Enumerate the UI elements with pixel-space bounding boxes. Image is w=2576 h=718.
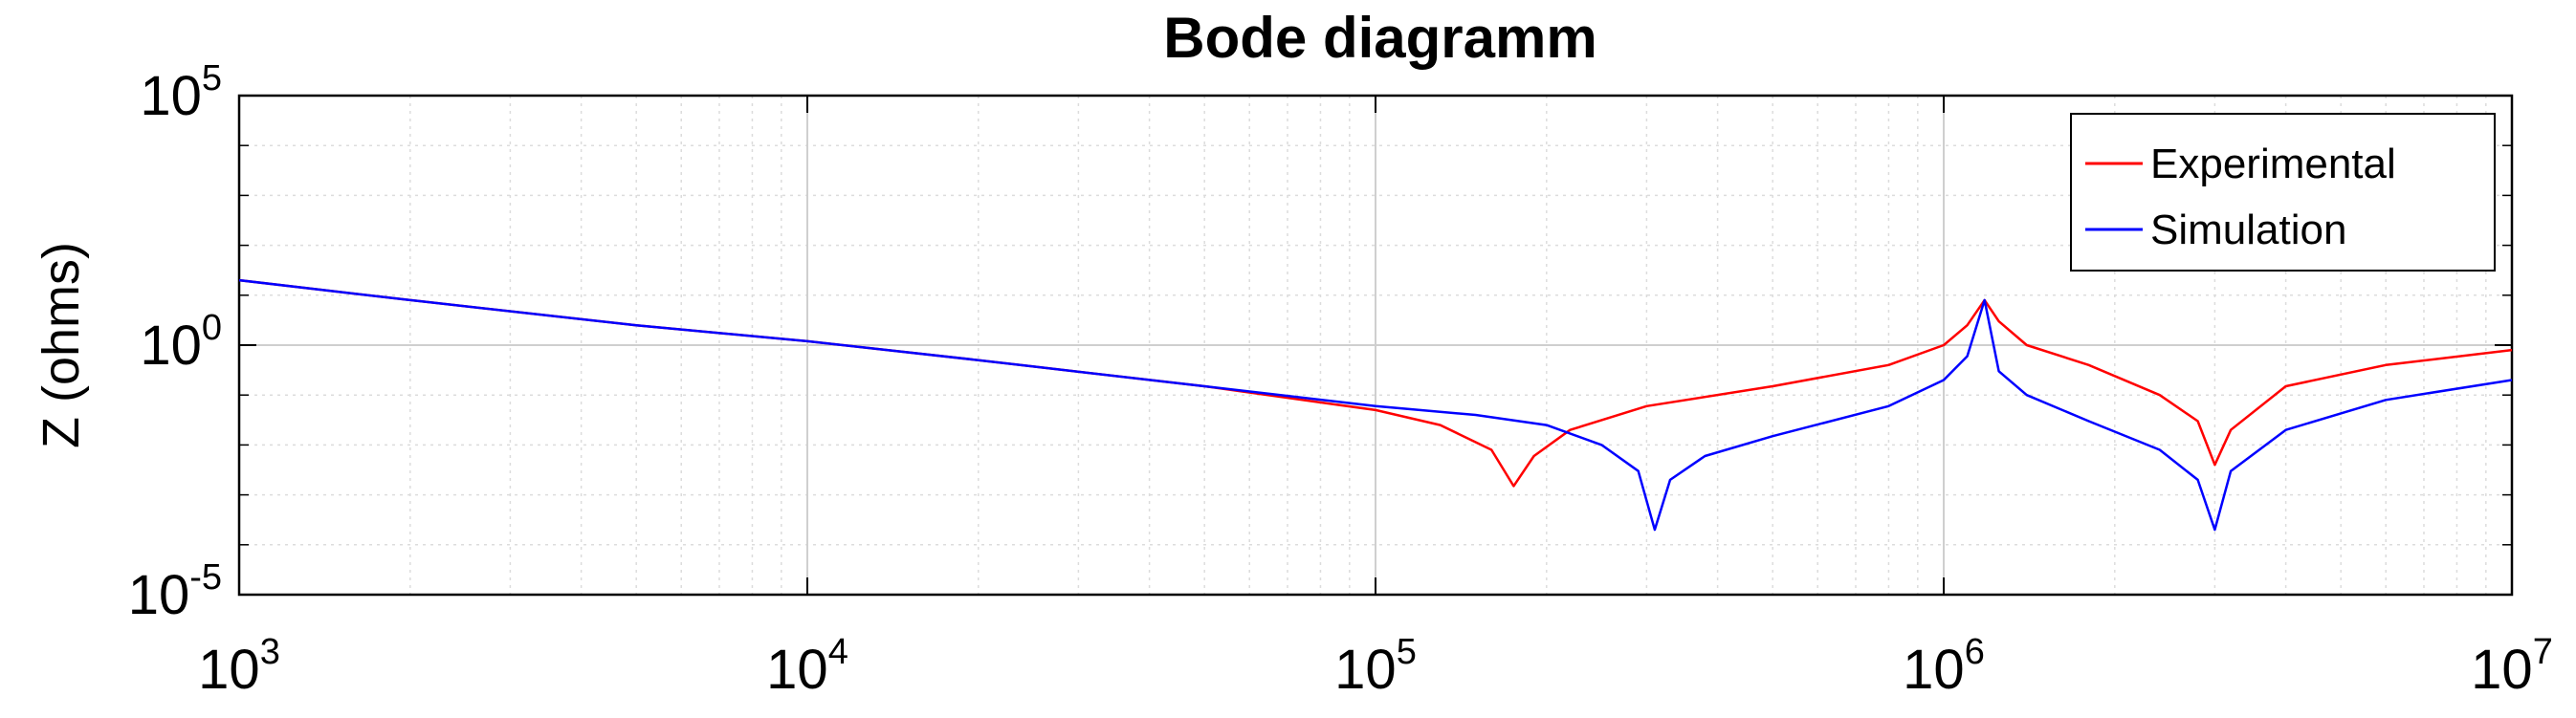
chart-title: Bode diagramm — [1163, 6, 1596, 70]
axes — [237, 94, 2514, 597]
series-line-simulation — [238, 278, 2513, 532]
series-lines — [238, 278, 2513, 532]
x-tick-label: 106 — [1903, 632, 1985, 701]
y-axis-label: Z (ohms) — [33, 242, 90, 448]
x-tick-label: 103 — [198, 632, 280, 701]
legend-box — [2070, 113, 2496, 272]
legend: Experimental Simulation — [2070, 113, 2496, 272]
x-tick-labels: 103 104 105 106 107 — [198, 632, 2553, 701]
x-tick-label: 104 — [766, 632, 848, 701]
y-tick-label: 10-5 — [128, 557, 222, 626]
y-tick-labels: 10-5 100 105 — [128, 58, 222, 626]
y-tick-label: 105 — [140, 58, 222, 127]
legend-label-experimental: Experimental — [2150, 141, 2396, 187]
legend-label-simulation: Simulation — [2150, 207, 2346, 253]
x-tick-label: 107 — [2471, 632, 2553, 701]
y-tick-label: 100 — [140, 308, 222, 377]
x-tick-label: 105 — [1334, 632, 1417, 701]
